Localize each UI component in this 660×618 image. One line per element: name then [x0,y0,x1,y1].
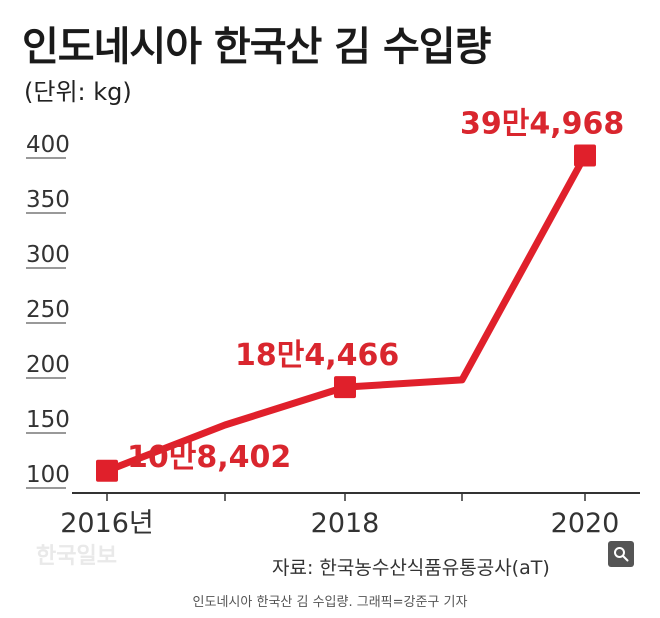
chart-title: 인도네시아 한국산 김 수입량 [22,24,491,70]
x-tick-label: 2016년 [60,508,154,539]
y-tick-label: 350 [26,187,70,213]
y-tick-label: 100 [26,462,70,488]
data-point-marker [96,459,118,482]
y-tick-label: 200 [26,352,70,378]
data-point-marker [334,376,356,399]
magnifier-icon [614,547,629,562]
data-label: 39만4,968 [460,107,624,142]
y-tick-label: 150 [26,407,70,433]
data-point-marker [574,144,596,167]
image-caption: 인도네시아 한국산 김 수입량. 그래픽=강준구 기자 [192,595,468,610]
x-tick-label: 2018 [311,508,380,539]
y-tick-label: 250 [26,297,70,323]
source-note: 자료: 한국농수산식품유통공사(aT) [272,557,550,579]
zoom-button[interactable] [608,541,634,567]
y-tick-label: 300 [26,242,70,268]
watermark-logo: 한국일보 [36,544,117,569]
data-label: 18만4,466 [235,338,399,373]
data-label: 10만8,402 [127,440,291,475]
series-line [103,152,589,475]
unit-label: (단위: kg) [24,78,132,106]
y-tick-label: 400 [26,132,70,158]
x-tick-label: 2020 [551,508,620,539]
